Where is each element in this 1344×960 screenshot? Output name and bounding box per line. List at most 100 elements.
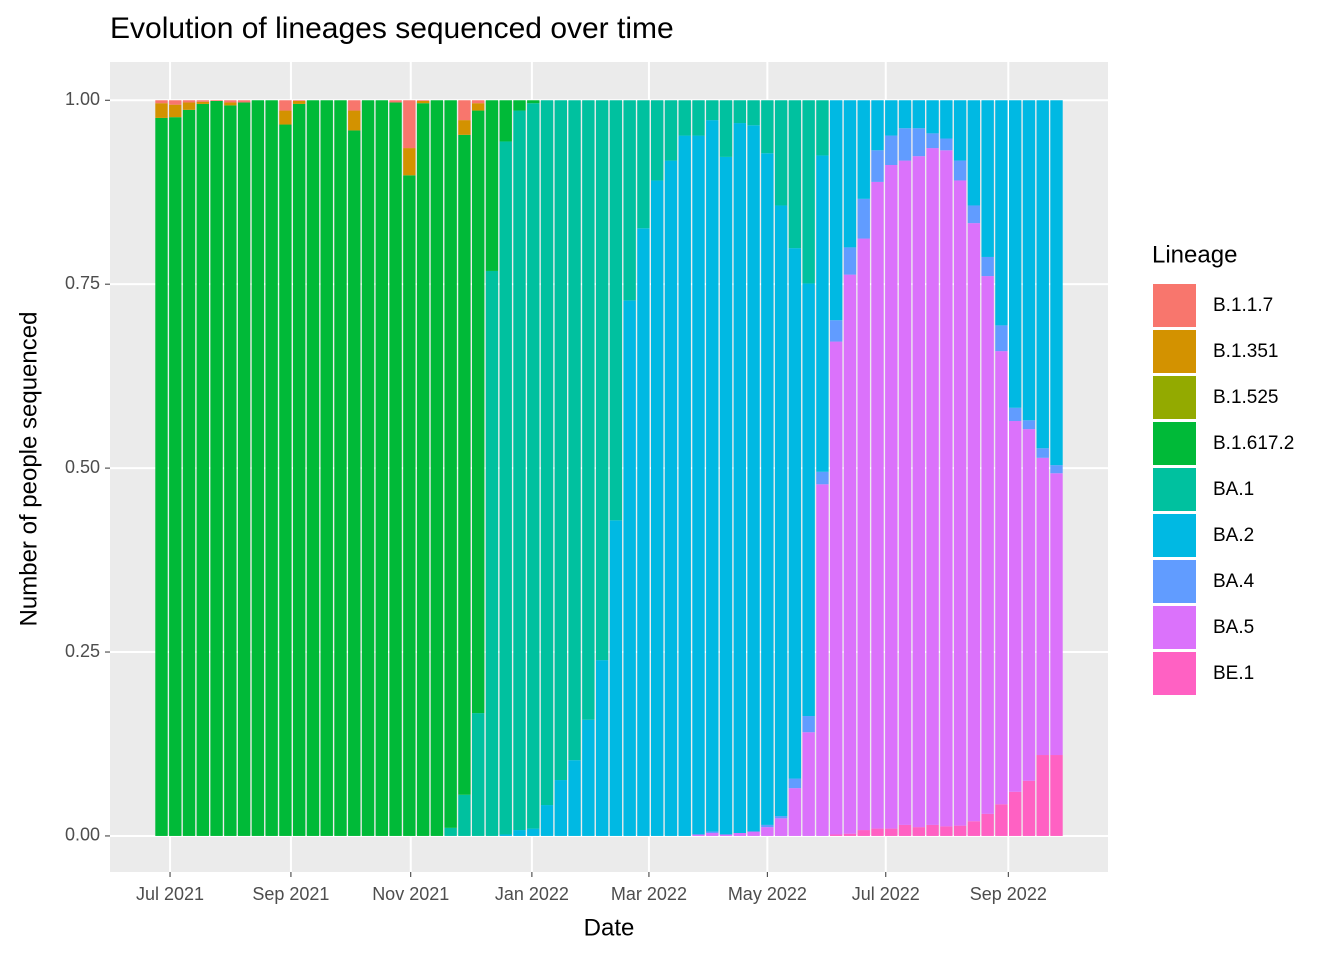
bar-segment xyxy=(885,164,898,829)
legend-key xyxy=(1153,422,1196,465)
bar-segment xyxy=(981,813,994,836)
chart-title: Evolution of lineages sequenced over tim… xyxy=(110,12,674,45)
bar-segment xyxy=(1022,429,1036,781)
bar-segment xyxy=(471,110,485,714)
bar-segment xyxy=(623,300,636,836)
bar-segment xyxy=(1050,465,1063,474)
bar-segment xyxy=(912,128,926,157)
bar-segment xyxy=(1022,100,1036,421)
bar-segment xyxy=(182,109,196,836)
bar-segment xyxy=(224,100,237,103)
bar-segment xyxy=(898,128,912,161)
y-tick-label: 0.00 xyxy=(65,825,100,845)
bar-segment xyxy=(719,834,733,836)
bar-segment xyxy=(912,156,926,828)
bar-segment xyxy=(444,827,457,836)
bar-segment xyxy=(1008,100,1022,408)
bar-segment xyxy=(540,100,554,806)
bar-segment xyxy=(361,100,375,836)
bar-segment xyxy=(733,100,747,124)
bar-segment xyxy=(967,223,981,822)
bar-segment xyxy=(871,150,884,182)
legend-key xyxy=(1153,560,1196,603)
bar-segment xyxy=(196,100,210,102)
bar-segment xyxy=(155,103,168,118)
legend-label: BA.5 xyxy=(1213,617,1254,638)
legend-key xyxy=(1153,376,1196,419)
bar-segment xyxy=(169,100,182,105)
legend-label: BA.4 xyxy=(1213,571,1255,592)
bar-segment xyxy=(292,100,306,104)
bar-segment xyxy=(885,100,898,136)
bar-segment xyxy=(485,270,499,836)
bar-segment xyxy=(747,125,760,832)
bar-segment xyxy=(1050,100,1063,466)
bar-segment xyxy=(926,824,939,836)
bar-segment xyxy=(650,180,664,836)
bar-segment xyxy=(816,100,829,156)
legend-label: BA.1 xyxy=(1213,479,1254,500)
bar-segment xyxy=(953,100,967,161)
bar-segment xyxy=(940,826,953,836)
bar-segment xyxy=(912,827,926,836)
bar-segment xyxy=(692,135,705,835)
bar-segment xyxy=(816,484,829,836)
bar-segment xyxy=(582,100,595,720)
bar-segment xyxy=(609,100,623,521)
bar-segment xyxy=(527,828,540,836)
bar-segment xyxy=(995,325,1008,352)
bar-segment xyxy=(637,228,650,836)
bar-segment xyxy=(237,100,251,103)
bar-segment xyxy=(292,100,306,101)
bar-segment xyxy=(458,134,471,795)
bar-segment xyxy=(471,713,485,836)
bar-segment xyxy=(995,100,1008,326)
bar-segment xyxy=(774,816,788,819)
bar-segment xyxy=(513,100,526,111)
bar-segment xyxy=(898,824,912,836)
bar-segment xyxy=(224,102,237,106)
bar-segment xyxy=(816,471,829,485)
bar-segment xyxy=(829,320,843,342)
bar-segment xyxy=(706,831,719,834)
bar-segment xyxy=(885,135,898,165)
bar-segment xyxy=(403,100,416,149)
bar-segment xyxy=(774,205,788,817)
legend-label: BE.1 xyxy=(1213,663,1254,684)
bar-segment xyxy=(940,138,953,151)
bar-segment xyxy=(747,831,760,836)
bar-segment xyxy=(210,100,223,836)
bar-segment xyxy=(940,150,953,827)
bar-segment xyxy=(1050,755,1063,836)
bar-segment xyxy=(210,100,223,101)
bar-segment xyxy=(444,100,457,828)
legend-label: B.1.351 xyxy=(1213,341,1279,362)
legend-key xyxy=(1153,652,1196,695)
bar-segment xyxy=(458,794,471,836)
bar-segment xyxy=(788,778,802,789)
bar-segment xyxy=(155,100,168,104)
bar-segment xyxy=(774,100,788,206)
x-tick-label: Sep 2022 xyxy=(970,884,1047,904)
bar-segment xyxy=(967,205,981,224)
bar-segment xyxy=(953,160,967,181)
bar-segment xyxy=(995,804,1008,836)
bar-segment xyxy=(485,100,499,271)
legend-key xyxy=(1153,606,1196,649)
y-tick-label: 1.00 xyxy=(65,89,100,109)
legend-label: B.1.617.2 xyxy=(1213,433,1294,454)
bar-segment xyxy=(251,100,265,836)
bar-segment xyxy=(554,780,568,836)
bar-segment xyxy=(650,100,664,181)
bar-segment xyxy=(196,103,210,836)
legend-key xyxy=(1153,468,1196,511)
bar-segment xyxy=(981,276,994,814)
bar-segment xyxy=(403,148,416,176)
y-tick-label: 0.25 xyxy=(65,641,100,661)
bar-segment xyxy=(898,160,912,825)
bar-segment xyxy=(637,100,650,229)
bar-segment xyxy=(967,100,981,206)
bar-segment xyxy=(540,805,554,836)
bar-segment xyxy=(182,102,196,110)
